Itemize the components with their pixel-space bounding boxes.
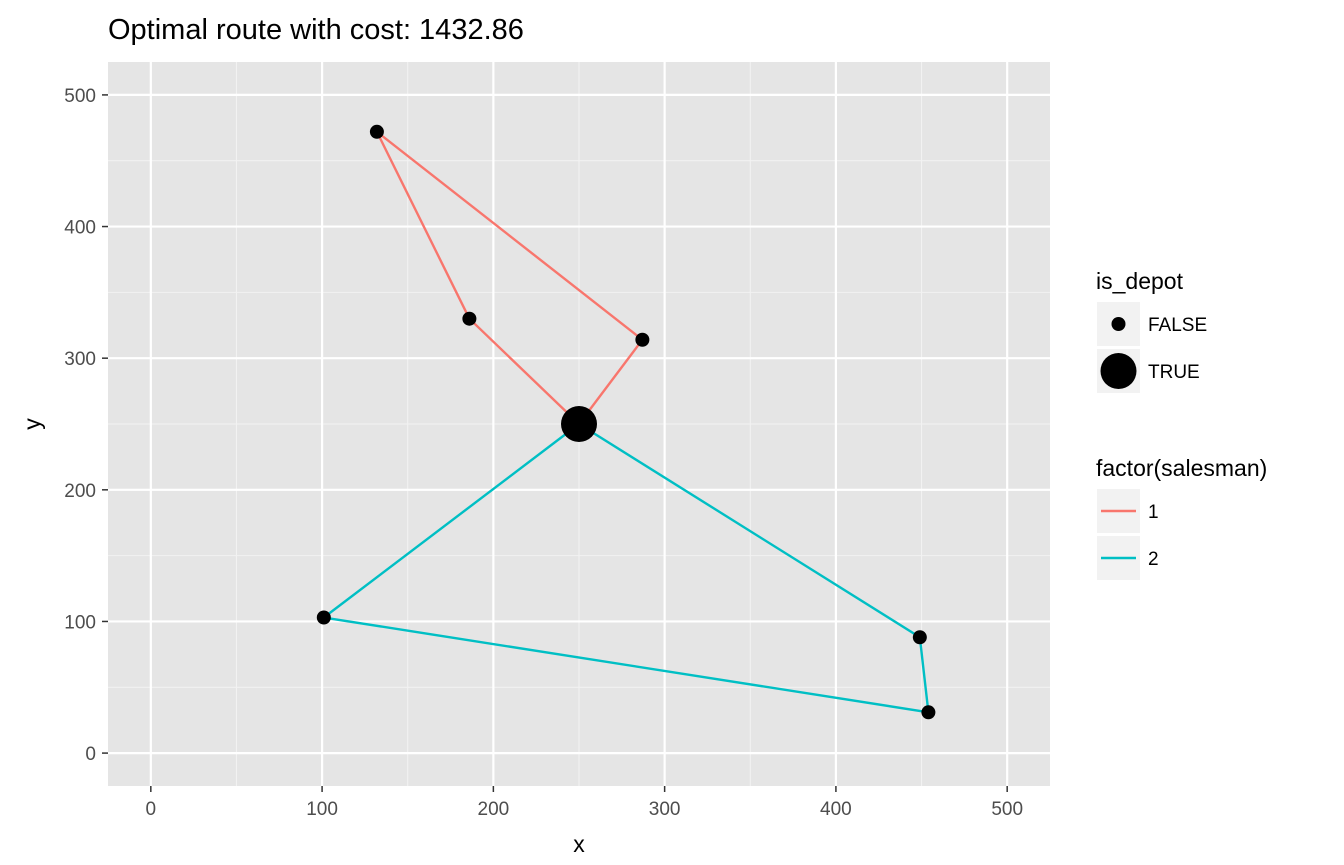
y-axis-label: y — [19, 418, 45, 430]
y-tick-label: 400 — [64, 218, 96, 239]
legend-is-depot-label: TRUE — [1148, 362, 1200, 383]
y-axis: 0 100 200 300 400 500 — [64, 86, 108, 765]
grid-major-lines — [108, 62, 1050, 786]
x-tick-label: 300 — [649, 799, 681, 820]
legend-salesman: factor(salesman) 1 2 — [1096, 455, 1267, 580]
legend-salesman-label: 2 — [1148, 549, 1159, 570]
y-tick-label: 500 — [64, 86, 96, 107]
customer-point — [921, 705, 936, 720]
legend-is-depot-label: FALSE — [1148, 315, 1207, 336]
customer-point — [316, 610, 331, 625]
legend-salesman-label: 1 — [1148, 502, 1159, 523]
y-tick-label: 300 — [64, 349, 96, 370]
y-tick-label: 0 — [85, 744, 96, 765]
legend-depot-key — [1100, 353, 1137, 389]
x-tick-label: 0 — [146, 799, 157, 820]
y-tick-label: 200 — [64, 481, 96, 502]
x-tick-label: 200 — [478, 799, 510, 820]
x-tick-label: 400 — [820, 799, 852, 820]
legend-salesman-title: factor(salesman) — [1096, 455, 1267, 481]
y-tick-label: 100 — [64, 612, 96, 633]
x-tick-label: 100 — [306, 799, 338, 820]
route-points — [316, 124, 936, 720]
customer-point — [635, 332, 650, 347]
legend-is-depot-title: is_depot — [1096, 268, 1184, 294]
legend-customer-key — [1111, 317, 1126, 331]
legend-is-depot: is_depot FALSE TRUE — [1096, 268, 1207, 393]
customer-point — [369, 124, 384, 139]
x-axis: 0 100 200 300 400 500 — [146, 786, 1023, 820]
customer-point — [462, 311, 477, 326]
plot-panel — [108, 62, 1050, 786]
x-tick-label: 500 — [991, 799, 1023, 820]
customer-point — [912, 630, 927, 645]
x-axis-label: x — [573, 831, 585, 857]
depot-point — [561, 406, 597, 442]
chart-title: Optimal route with cost: 1432.86 — [108, 14, 524, 46]
